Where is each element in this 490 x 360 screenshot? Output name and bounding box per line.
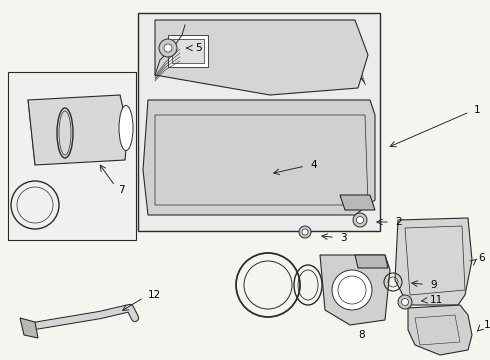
- Polygon shape: [20, 318, 38, 338]
- Polygon shape: [355, 255, 388, 268]
- Ellipse shape: [119, 105, 133, 150]
- Circle shape: [159, 39, 177, 57]
- Polygon shape: [320, 255, 390, 325]
- Text: 11: 11: [430, 295, 443, 305]
- Bar: [168, 35, 208, 67]
- Circle shape: [398, 295, 412, 309]
- Bar: [172, 39, 204, 63]
- Bar: [8, 72, 136, 240]
- Circle shape: [401, 298, 409, 306]
- Text: 1: 1: [474, 105, 481, 115]
- Text: 12: 12: [148, 290, 161, 300]
- Circle shape: [299, 226, 311, 238]
- Text: 2: 2: [395, 217, 402, 227]
- Polygon shape: [408, 305, 472, 355]
- Polygon shape: [155, 20, 368, 95]
- Text: 10: 10: [484, 320, 490, 330]
- Text: 9: 9: [430, 280, 437, 290]
- Text: 7: 7: [118, 185, 124, 195]
- Circle shape: [357, 216, 364, 224]
- Polygon shape: [395, 218, 472, 305]
- Text: 4: 4: [310, 160, 317, 170]
- Circle shape: [164, 44, 172, 52]
- Circle shape: [353, 213, 367, 227]
- Text: 5: 5: [195, 43, 201, 53]
- Text: 3: 3: [340, 233, 346, 243]
- Circle shape: [302, 229, 308, 235]
- Text: 6: 6: [478, 253, 485, 263]
- Text: 8: 8: [358, 330, 365, 340]
- Circle shape: [332, 270, 372, 310]
- Polygon shape: [143, 100, 375, 215]
- Polygon shape: [340, 195, 375, 210]
- Polygon shape: [28, 95, 128, 165]
- Bar: [138, 13, 380, 231]
